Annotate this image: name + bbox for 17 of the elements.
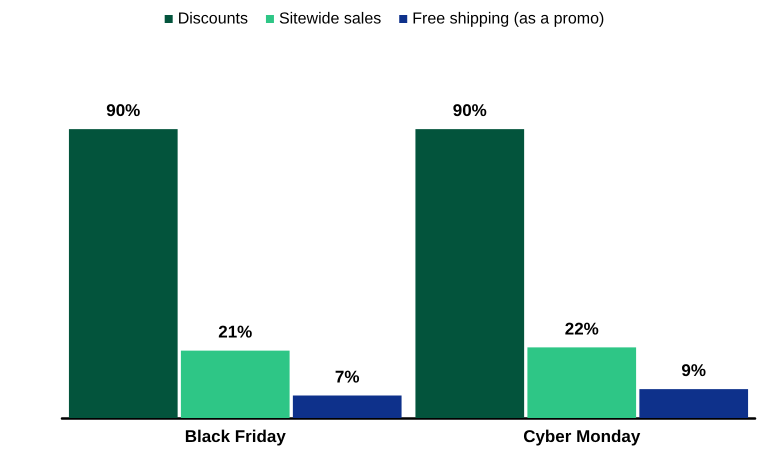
bar bbox=[527, 347, 636, 418]
legend-label: Sitewide sales bbox=[278, 10, 382, 28]
bar bbox=[415, 129, 524, 418]
data-label: 21% bbox=[218, 322, 252, 342]
data-label: 9% bbox=[681, 361, 706, 380]
data-label: 7% bbox=[334, 368, 360, 387]
bar bbox=[639, 389, 748, 418]
bar bbox=[68, 129, 178, 418]
data-label: 90% bbox=[106, 101, 140, 120]
data-label: 90% bbox=[452, 101, 487, 120]
legend-label: Free shipping (as a promo) bbox=[412, 10, 604, 28]
x-tick-label: Cyber Monday bbox=[523, 427, 641, 446]
bar bbox=[180, 350, 290, 418]
data-label: 22% bbox=[564, 319, 599, 338]
legend-label: Discounts bbox=[178, 10, 248, 28]
bar bbox=[292, 396, 402, 418]
x-tick-label: Black Friday bbox=[184, 427, 286, 446]
